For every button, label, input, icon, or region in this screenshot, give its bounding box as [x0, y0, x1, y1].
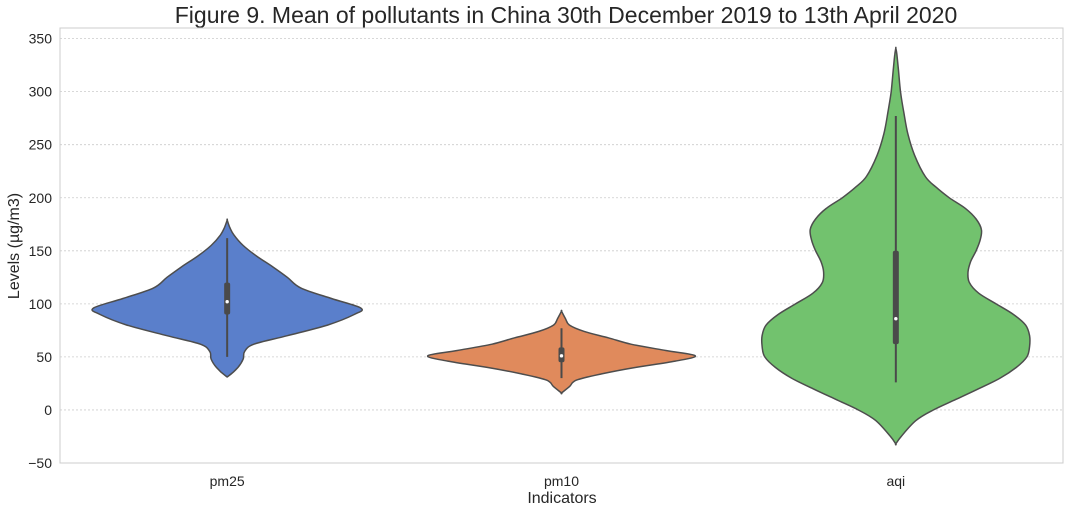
x-tick-label-pm25: pm25: [210, 473, 245, 489]
y-axis-label: Levels (µg/m3): [6, 193, 23, 299]
x-axis-label: Indicators: [527, 490, 596, 507]
y-tick-labels: −50 0 50 100 150 200 250 300 350: [28, 31, 52, 471]
y-tick-label-350: 350: [29, 31, 53, 47]
chart-title: Figure 9. Mean of pollutants in China 30…: [175, 2, 958, 28]
x-tick-label-aqi: aqi: [886, 473, 905, 489]
violin-layer: [91, 46, 1031, 446]
y-tick-label-300: 300: [29, 84, 53, 100]
iqr-box-pm25: [224, 282, 231, 315]
iqr-box-aqi: [892, 250, 899, 345]
median-aqi: [894, 317, 898, 321]
y-tick-label-50: 50: [36, 349, 52, 365]
median-pm10: [559, 354, 564, 358]
y-tick-label-150: 150: [29, 243, 53, 259]
y-tick-label-200: 200: [29, 190, 53, 206]
y-tick-label-100: 100: [29, 296, 53, 312]
y-tick-label-250: 250: [29, 137, 53, 153]
plot-frame: [59, 27, 1064, 464]
y-tick-label-0: 0: [44, 402, 52, 418]
x-tick-labels: pm25 pm10 aqi: [210, 473, 906, 489]
median-pm25: [225, 300, 229, 304]
y-tick-label--50: −50: [28, 455, 52, 471]
x-tick-label-pm10: pm10: [544, 473, 579, 489]
